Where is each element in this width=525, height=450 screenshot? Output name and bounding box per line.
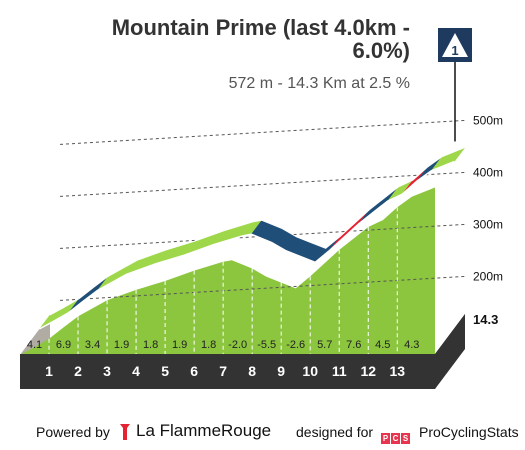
profile-top-strip <box>387 179 413 202</box>
profile-base-band <box>20 314 465 389</box>
powered-by-label: Powered by <box>36 424 110 440</box>
pcs-logo-letter: P <box>381 433 390 444</box>
profile-top-strip <box>416 156 442 182</box>
profile-front-face <box>20 187 435 355</box>
gradient-label: 1.8 <box>201 339 216 351</box>
gradient-label: 1.9 <box>114 339 129 351</box>
gradient-label: 4.3 <box>404 339 419 351</box>
elevation-gridline <box>59 171 466 197</box>
gradient-label: 3.4 <box>85 339 100 351</box>
procyclingstats-name: ProCyclingStats <box>419 424 519 440</box>
elevation-tick-label: 300m <box>473 217 503 231</box>
gradient-label: 7.6 <box>346 339 361 351</box>
profile-top-surface <box>39 146 466 330</box>
chart-title: Mountain Prime (last 4.0km - 6.0%) <box>111 15 410 63</box>
km-droplines <box>48 207 398 354</box>
end-km-label: 14.3 <box>473 312 498 327</box>
profile-back-edge <box>49 146 466 316</box>
elevation-tick-label: 500m <box>473 113 503 127</box>
km-label: 5 <box>161 363 169 379</box>
km-label: 11 <box>332 363 347 379</box>
km-label: 7 <box>219 363 227 379</box>
profile-side-faces <box>20 187 465 389</box>
profile-top-strip <box>97 260 138 291</box>
elevation-tick-label: 200m <box>473 269 503 283</box>
profile-base-band-side <box>435 314 465 389</box>
flamme-rouge-name-part-2: Rouge <box>221 421 272 440</box>
gradient-label: -2.0 <box>228 339 247 351</box>
gradient-label: -2.6 <box>286 339 305 351</box>
elevation-tick-labels: 200m 300m 400m 500m 14.3 <box>473 113 503 327</box>
flamme-rouge-logo-icon <box>120 424 130 440</box>
elevation-gridline <box>59 119 466 145</box>
km-label: 1 <box>45 363 53 379</box>
profile-top-strip <box>430 146 466 172</box>
profile-chart: 4.1 6.9 3.4 1.9 1.8 1.9 1.8 -2.0 -5.5 -2.6 5.7 7.6 4… <box>20 28 503 389</box>
km-label: 10 <box>302 363 318 379</box>
km-label: 8 <box>248 363 256 379</box>
km-label: 4 <box>132 363 140 379</box>
climb-marker-triangle <box>442 33 468 57</box>
km-label: 13 <box>389 363 405 379</box>
gradient-label: 1.9 <box>172 339 187 351</box>
km-label: 9 <box>277 363 285 379</box>
elevation-tick-label: 400m <box>473 165 503 179</box>
km-label: 3 <box>103 363 111 379</box>
pcs-logo-letter: C <box>391 433 400 444</box>
flamme-rouge-name-part-1: La Flamme <box>136 421 222 440</box>
gradient-label: 4.5 <box>375 339 390 351</box>
km-label: 6 <box>190 363 198 379</box>
gradient-label: 5.7 <box>317 339 332 351</box>
km-label: 12 <box>360 363 376 379</box>
km-labels: 1 2 3 4 5 6 7 8 9 10 11 12 13 <box>45 363 405 379</box>
designed-for-label: designed for <box>296 424 374 440</box>
flamme-rouge-name: La FlammeRouge <box>136 421 271 441</box>
km-label: 2 <box>74 363 82 379</box>
pcs-logo-letter: S <box>401 433 410 444</box>
profile-top-edge <box>39 160 455 330</box>
profile-top-strip <box>53 298 80 322</box>
gradient-label: -5.5 <box>257 339 276 351</box>
chart-subtitle: 572 m - 14.3 Km at 2.5 % <box>228 75 410 92</box>
gradient-labels: 4.1 6.9 3.4 1.9 1.8 1.9 1.8 -2.0 -5.5 -2.6 5.7 7.6 4… <box>27 339 420 351</box>
gradient-label: 1.8 <box>143 339 158 351</box>
climb-marker-number: 1 <box>451 43 458 58</box>
gradient-label: 6.9 <box>56 339 71 351</box>
climb-marker: 1 <box>438 28 472 142</box>
gradient-label: 4.1 <box>27 339 42 351</box>
